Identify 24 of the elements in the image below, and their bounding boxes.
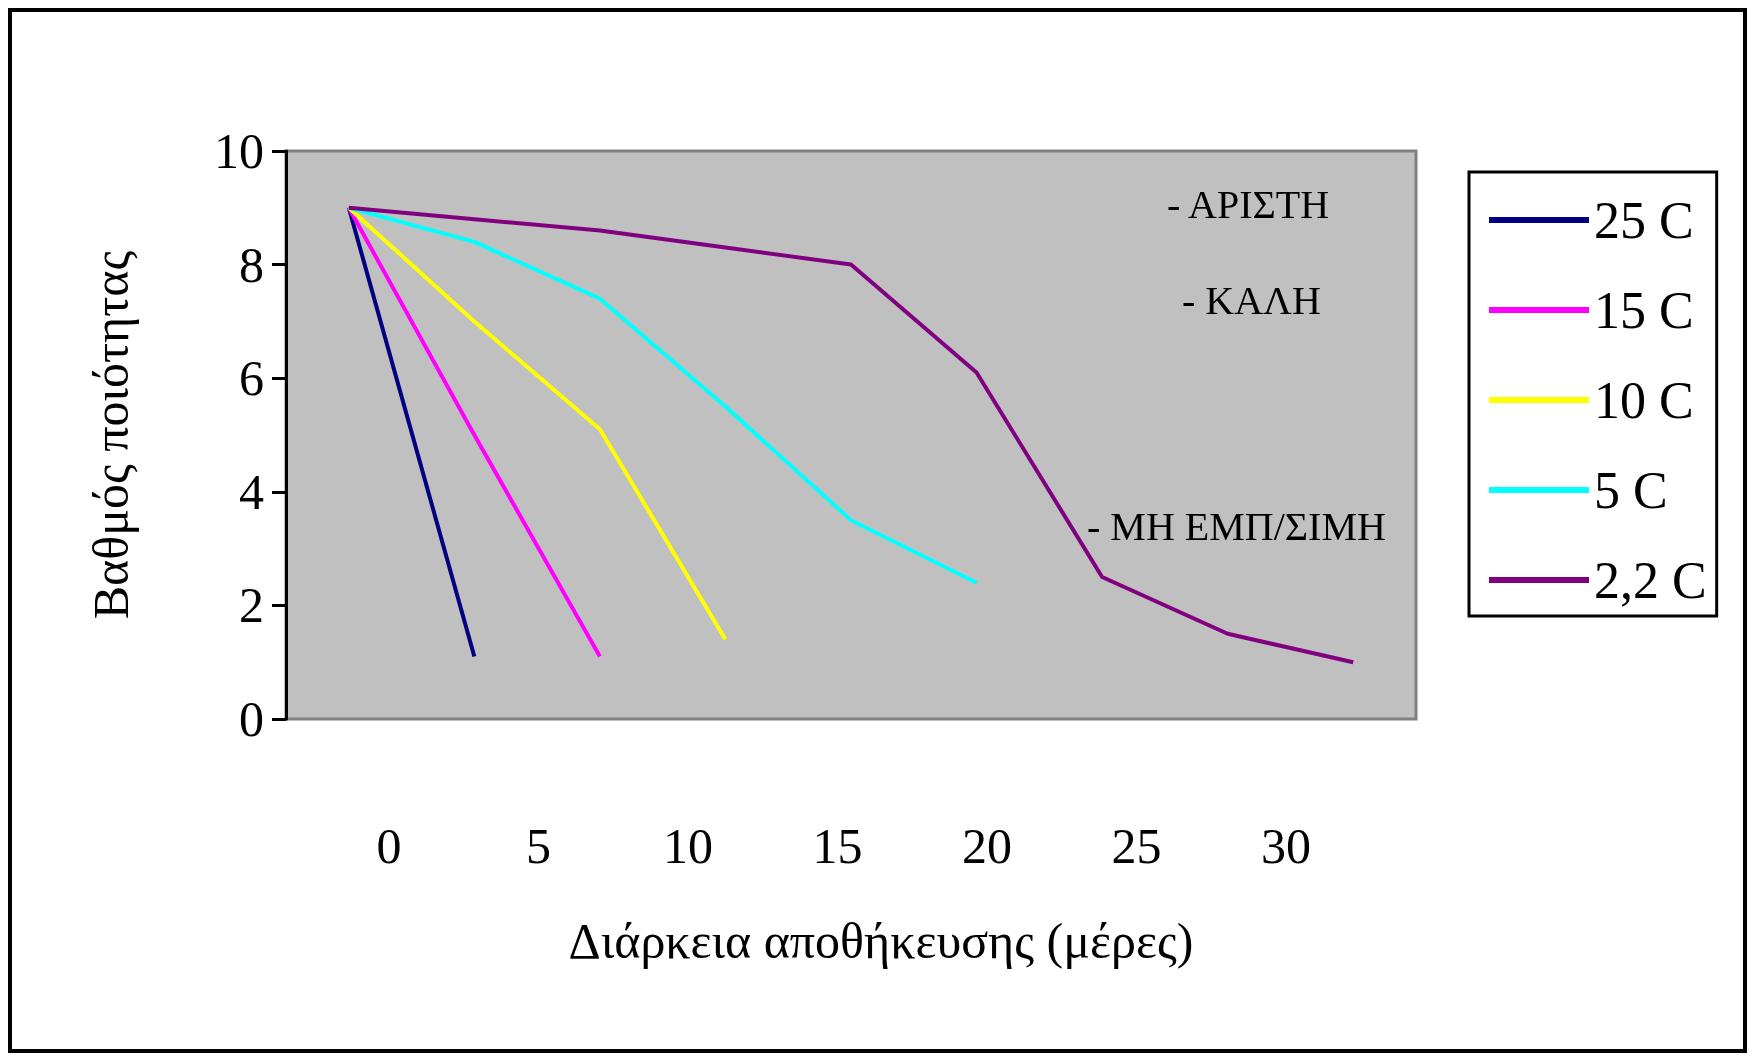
legend-label: 5 C	[1594, 461, 1668, 519]
legend-label: 10 C	[1594, 371, 1694, 429]
legend-label: 25 C	[1594, 191, 1694, 249]
y-tick-label: 2	[239, 577, 264, 634]
text: 20	[962, 818, 1012, 874]
text: 30	[1261, 818, 1311, 874]
text: 25	[1111, 818, 1162, 874]
annotation: - ΚΑΛΗ	[1182, 277, 1321, 323]
legend-label: 2,2 C	[1594, 551, 1707, 609]
y-tick-label: 0	[239, 691, 264, 747]
text: 5	[526, 818, 551, 874]
text: 15	[812, 818, 863, 874]
line-series	[346, 205, 728, 642]
y-tick-label: 8	[239, 236, 264, 293]
y-axis-title: Βαθμός ποιότητας	[83, 250, 139, 620]
annotation: - ΜΗ ΕΜΠ/ΣΙΜΗ	[1087, 503, 1386, 549]
x-axis-title: Διάρκεια αποθήκευσης (μέρες)	[568, 913, 1194, 969]
annotation: - ΑΡΙΣΤΗ	[1167, 181, 1330, 227]
y-tick-label: 6	[239, 350, 264, 407]
y-tick-label: 10	[214, 123, 264, 179]
text: 10	[663, 818, 713, 874]
legend-label: 15 C	[1594, 281, 1694, 339]
y-tick-label: 4	[239, 463, 264, 520]
text: 0	[376, 818, 402, 874]
